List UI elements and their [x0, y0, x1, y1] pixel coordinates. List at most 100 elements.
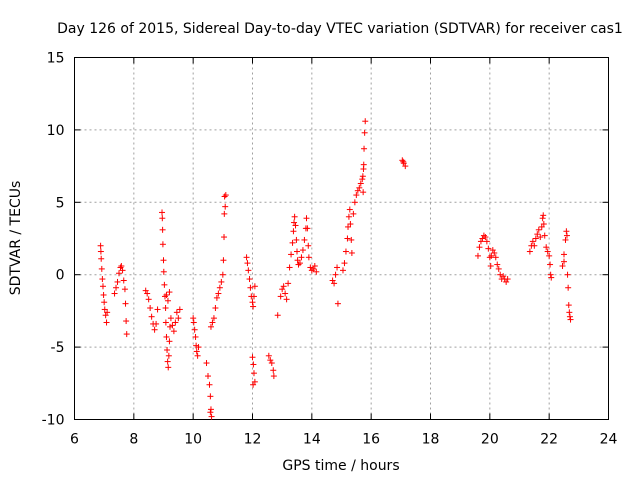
- data-point: [191, 326, 198, 333]
- data-point: [532, 235, 539, 242]
- data-point: [144, 290, 151, 297]
- data-point: [265, 352, 272, 359]
- data-point: [334, 300, 341, 307]
- data-point: [159, 226, 166, 233]
- data-point: [251, 283, 258, 290]
- data-point: [482, 234, 489, 241]
- data-point: [244, 260, 251, 267]
- data-point: [486, 254, 493, 261]
- data-point: [249, 299, 256, 306]
- data-point: [145, 296, 152, 303]
- data-point: [246, 276, 253, 283]
- data-point: [190, 315, 197, 322]
- data-point: [170, 328, 177, 335]
- data-point: [299, 247, 306, 254]
- data-point: [564, 271, 571, 278]
- data-point: [546, 252, 553, 259]
- data-point: [476, 244, 483, 251]
- data-point: [193, 348, 200, 355]
- data-point: [563, 228, 570, 235]
- data-point: [120, 277, 127, 284]
- data-point: [329, 277, 336, 284]
- data-point: [250, 381, 257, 388]
- data-point: [540, 221, 547, 228]
- data-point: [348, 249, 355, 256]
- data-point: [286, 264, 293, 271]
- data-point: [215, 290, 222, 297]
- x-tick-label: 10: [184, 432, 202, 448]
- data-point: [121, 286, 128, 293]
- data-point: [123, 318, 130, 325]
- data-point: [313, 268, 320, 275]
- data-point: [164, 358, 171, 365]
- data-point: [561, 251, 567, 258]
- data-point: [111, 290, 118, 297]
- data-point: [566, 313, 573, 320]
- data-point: [270, 367, 277, 374]
- data-point: [250, 370, 257, 377]
- data-point: [339, 267, 346, 274]
- data-point: [483, 238, 490, 245]
- data-point: [267, 357, 274, 364]
- data-point: [540, 212, 547, 219]
- data-point: [360, 189, 367, 196]
- data-point: [212, 305, 219, 312]
- data-point: [222, 203, 229, 210]
- data-point: [274, 312, 281, 319]
- data-point: [531, 242, 538, 249]
- data-point: [305, 254, 312, 261]
- data-point: [210, 315, 217, 322]
- data-point: [342, 248, 349, 255]
- data-point: [207, 406, 214, 413]
- data-point: [245, 267, 252, 274]
- data-point: [277, 293, 284, 300]
- data-point: [163, 333, 170, 340]
- data-point: [153, 320, 160, 327]
- x-tick-label: 24: [600, 432, 618, 448]
- data-point: [205, 373, 211, 380]
- data-point: [356, 184, 363, 191]
- data-point: [164, 297, 171, 304]
- data-point: [301, 236, 308, 243]
- data-point: [485, 245, 492, 252]
- data-point: [474, 252, 481, 259]
- data-point: [207, 409, 214, 416]
- data-points: [97, 118, 574, 420]
- data-point: [97, 248, 104, 255]
- y-tick-labels: -10 -5 0 5 10 15: [42, 51, 65, 429]
- y-tick-label: 10: [47, 123, 65, 139]
- data-point: [151, 326, 158, 333]
- data-point: [543, 244, 550, 251]
- data-point: [345, 213, 352, 220]
- data-point: [220, 257, 227, 264]
- chart-title: Day 126 of 2015, Sidereal Day-to-day VTE…: [57, 21, 623, 37]
- data-point: [218, 278, 225, 285]
- x-tick-label: 12: [244, 432, 262, 448]
- data-point: [298, 254, 305, 261]
- data-point: [282, 290, 289, 297]
- axis-ticks: [74, 57, 609, 420]
- data-point: [270, 373, 277, 380]
- data-point: [209, 319, 216, 326]
- data-point: [332, 271, 339, 278]
- data-point: [526, 248, 533, 255]
- data-point: [307, 264, 314, 271]
- data-point: [99, 283, 106, 290]
- data-point: [308, 267, 315, 274]
- data-point: [539, 215, 546, 222]
- data-point: [268, 360, 275, 367]
- data-point: [163, 291, 170, 298]
- data-point: [535, 226, 542, 233]
- x-tick-label: 14: [303, 432, 321, 448]
- data-point: [495, 265, 502, 272]
- data-point: [359, 176, 366, 183]
- data-point: [353, 192, 360, 199]
- data-point: [114, 278, 121, 285]
- data-point: [194, 352, 201, 359]
- data-point: [104, 309, 111, 316]
- data-point: [351, 199, 358, 206]
- data-point: [288, 251, 295, 258]
- data-point: [221, 210, 228, 217]
- data-point: [161, 293, 168, 300]
- data-point: [250, 361, 257, 368]
